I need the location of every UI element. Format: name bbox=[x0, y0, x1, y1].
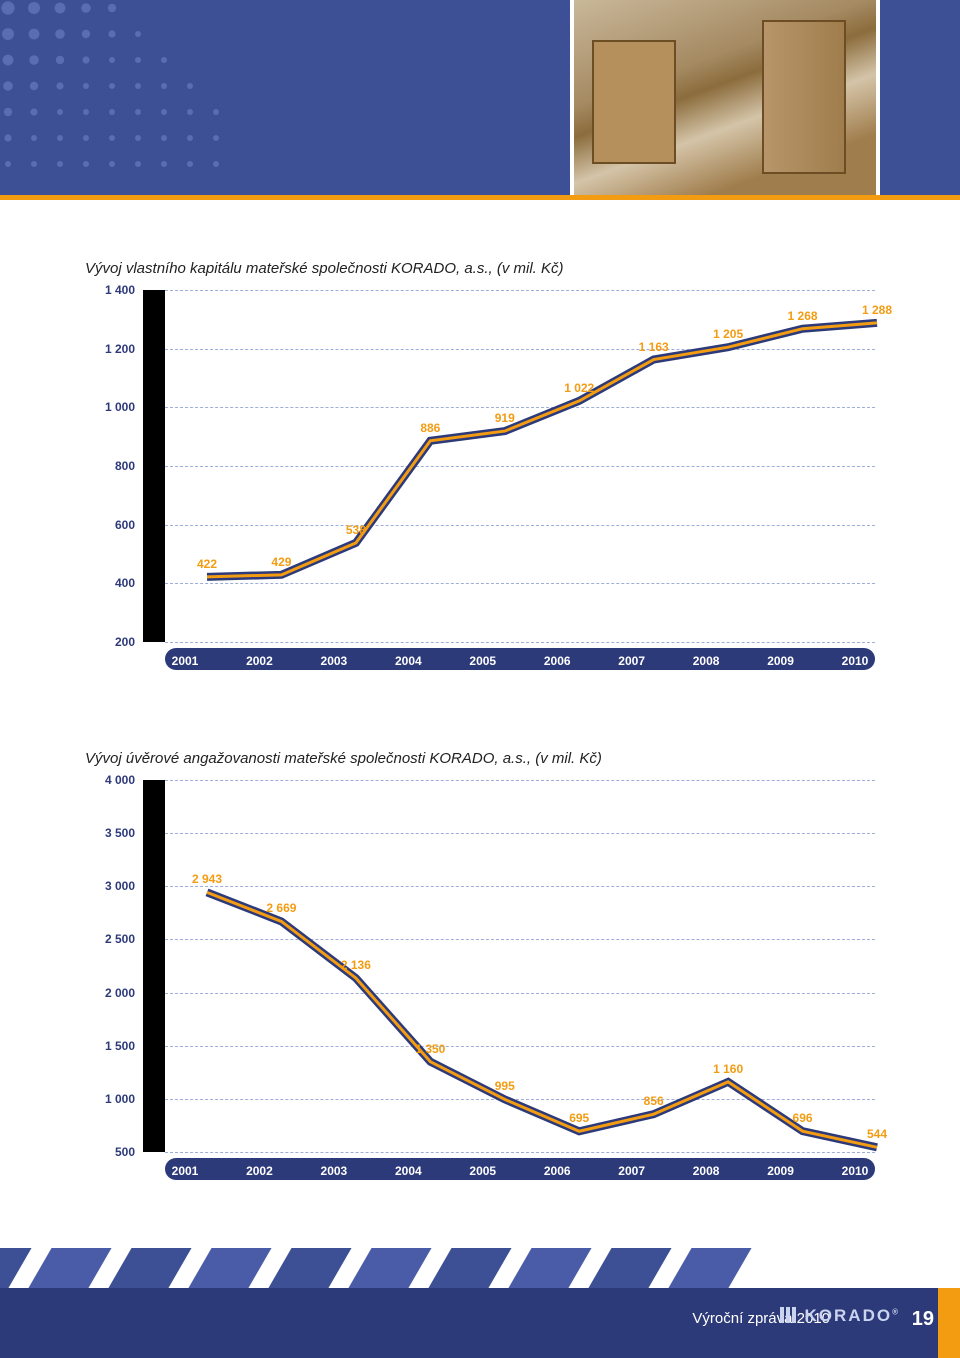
chart2: 4 0003 5003 0002 5002 0001 5001 000500 2… bbox=[85, 780, 875, 1180]
chart1-zero-label: 0 bbox=[136, 648, 172, 670]
chart1: 1 4001 2001 000800600400200 422429538886… bbox=[85, 290, 875, 670]
header-band bbox=[0, 0, 960, 200]
footer-accent bbox=[938, 1288, 960, 1358]
chart2-zero-label: 0 bbox=[136, 1158, 172, 1180]
chart1-y-axis: 1 4001 2001 000800600400200 bbox=[85, 290, 143, 642]
logo-icon bbox=[780, 1307, 798, 1323]
chart1-line bbox=[165, 290, 875, 642]
dot-pattern-icon bbox=[0, 0, 232, 202]
footer-logo-text: KORADO bbox=[805, 1306, 893, 1325]
header-photo bbox=[570, 0, 880, 200]
chart2-y-axis: 4 0003 5003 0002 5002 0001 5001 000500 bbox=[85, 780, 143, 1152]
chart1-x-axis: 0 20012002200320042005200620072008200920… bbox=[143, 646, 875, 670]
chart1-title: Vývoj vlastního kapitálu mateřské společ… bbox=[85, 260, 564, 277]
chart1-plot: 4224295388869191 0221 1631 2051 2681 288 bbox=[143, 290, 875, 642]
footer-bar: Výroční zpráva 2010 KORADO® 19 bbox=[0, 1288, 960, 1358]
chart2-plot: 2 9432 6692 1361 3509956958561 160696544 bbox=[143, 780, 875, 1152]
footer-logo: KORADO® bbox=[780, 1306, 900, 1326]
chart2-title: Vývoj úvěrové angažovanosti mateřské spo… bbox=[85, 750, 602, 767]
chart2-x-axis: 0 20012002200320042005200620072008200920… bbox=[143, 1156, 875, 1180]
header-accent-line bbox=[0, 195, 960, 200]
footer-stripes bbox=[0, 1248, 960, 1288]
chart2-line bbox=[165, 780, 875, 1152]
footer-page-number: 19 bbox=[912, 1308, 934, 1331]
